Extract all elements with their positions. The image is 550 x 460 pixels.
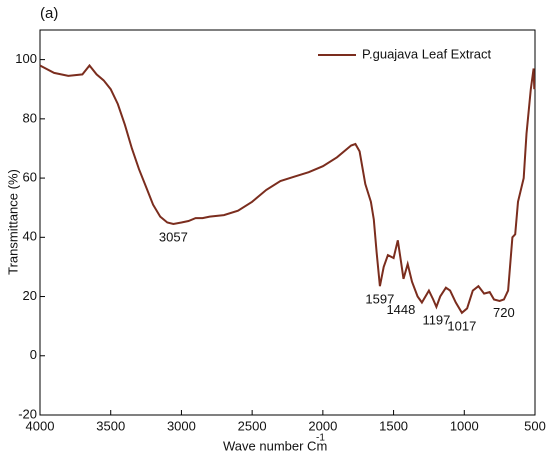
- x-tick-label: 3500: [96, 418, 125, 433]
- x-axis-label-superscript: -1: [316, 433, 325, 444]
- y-axis-label: Transmittance (%): [5, 169, 20, 275]
- x-tick-label: 4000: [26, 418, 55, 433]
- x-tick-label: 500: [524, 418, 546, 433]
- y-tick-label: 60: [23, 170, 37, 185]
- x-tick-label: 3000: [167, 418, 196, 433]
- annotation: 1197: [422, 312, 450, 327]
- y-tick-label: 80: [23, 110, 37, 125]
- annotation: 1017: [447, 318, 476, 333]
- y-tick-label: -20: [18, 406, 37, 421]
- annotation: 3057: [159, 229, 188, 244]
- annotation: 1597: [365, 292, 394, 307]
- plot-frame: [39, 29, 536, 416]
- y-tick-label: 40: [23, 229, 37, 244]
- y-tick-label: 0: [30, 347, 37, 362]
- series-line: [39, 63, 536, 315]
- annotation: 1448: [386, 302, 415, 317]
- x-axis-label: Wave number Cm: [223, 438, 327, 453]
- y-tick-label: 20: [23, 288, 37, 303]
- x-tick-label: 1500: [379, 418, 408, 433]
- annotation: 720: [493, 305, 515, 320]
- x-tick-label: 1000: [450, 418, 479, 433]
- chart-title: (a): [40, 5, 58, 22]
- y-tick-label: 100: [15, 51, 37, 66]
- x-tick-label: 2500: [238, 418, 267, 433]
- x-tick-label: 2000: [308, 418, 337, 433]
- legend-label: P.guajava Leaf Extract: [362, 46, 492, 61]
